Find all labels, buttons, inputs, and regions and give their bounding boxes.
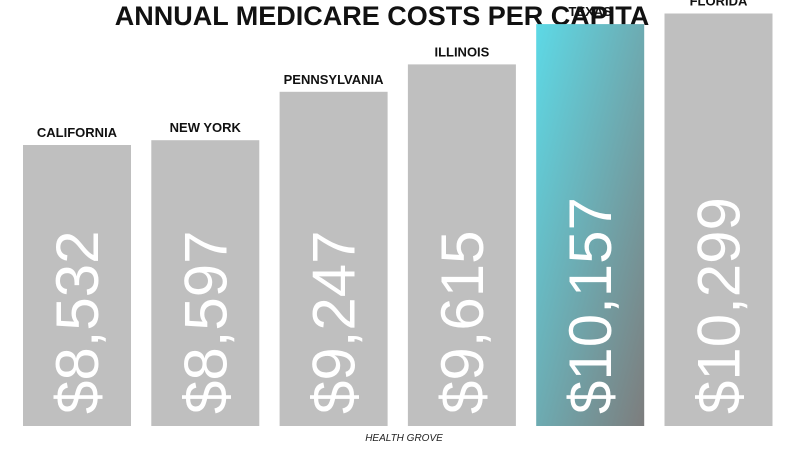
bar-california — [23, 145, 131, 426]
category-label: ILLINOIS — [434, 44, 489, 59]
category-label: PENNSYLVANIA — [284, 72, 385, 87]
category-label: NEW YORK — [170, 120, 242, 135]
chart-source: HEALTH GROVE — [365, 433, 443, 444]
bar-texas — [536, 24, 645, 426]
bar-new-york — [151, 140, 260, 426]
value-label: $9,247 — [301, 230, 368, 414]
value-label: $8,597 — [172, 230, 239, 414]
value-label: $10,299 — [686, 197, 753, 414]
bar-florida — [664, 13, 773, 426]
category-label: FLORIDA — [690, 0, 748, 9]
value-label: $8,532 — [44, 230, 111, 414]
category-label: TEXAS — [569, 4, 613, 19]
value-label: $9,615 — [429, 230, 496, 414]
bar-pennsylvania — [279, 91, 388, 427]
bar-illinois — [407, 64, 516, 427]
category-label: CALIFORNIA — [37, 125, 118, 140]
bars-group: CALIFORNIA $8,532 NEW YORK $8,597 PENNSYLVAN… — [23, 0, 773, 427]
value-label: $10,157 — [557, 197, 624, 414]
